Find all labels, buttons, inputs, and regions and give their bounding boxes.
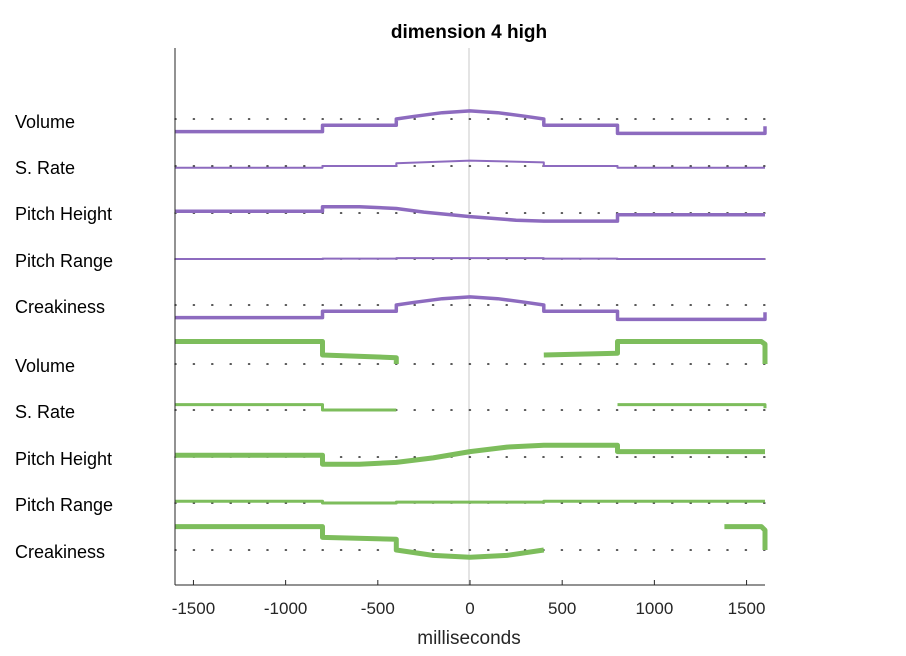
row-label: Pitch Range [15, 495, 113, 515]
series-line [543, 339, 768, 364]
x-ticks: -1500 -1000 -500 0 500 1000 1500 [172, 580, 766, 618]
row-label: Creakiness [15, 542, 105, 562]
series-line [175, 524, 545, 560]
series-line [175, 499, 765, 505]
series-line [724, 524, 768, 550]
series-line [175, 109, 767, 136]
series-line [175, 403, 397, 412]
series-line [175, 339, 399, 364]
x-tick-label: -500 [361, 599, 395, 618]
x-tick-label: 1000 [635, 599, 673, 618]
x-tick-label: 500 [548, 599, 576, 618]
row-label: Pitch Range [15, 251, 113, 271]
chart-title: dimension 4 high [391, 22, 547, 43]
x-axis-label: milliseconds [417, 628, 520, 649]
series-line [617, 403, 767, 409]
series-line [175, 159, 765, 169]
row-labels: Volume S. Rate Pitch Height Pitch Range Crea… [15, 112, 113, 562]
series-line [175, 442, 765, 467]
row-baselines [174, 118, 766, 551]
series-line [175, 204, 765, 223]
row-label: S. Rate [15, 402, 75, 422]
row-label: Pitch Height [15, 449, 112, 469]
series-line [175, 257, 765, 260]
x-tick-label: -1500 [172, 599, 215, 618]
row-label: Volume [15, 356, 75, 376]
series-lines [175, 109, 768, 560]
x-tick-label: 0 [465, 599, 474, 618]
x-tick-label: -1000 [264, 599, 307, 618]
series-line [175, 295, 767, 322]
row-label: S. Rate [15, 158, 75, 178]
row-label: Creakiness [15, 297, 105, 317]
row-label: Pitch Height [15, 204, 112, 224]
x-tick-label: 1500 [728, 599, 766, 618]
row-label: Volume [15, 112, 75, 132]
